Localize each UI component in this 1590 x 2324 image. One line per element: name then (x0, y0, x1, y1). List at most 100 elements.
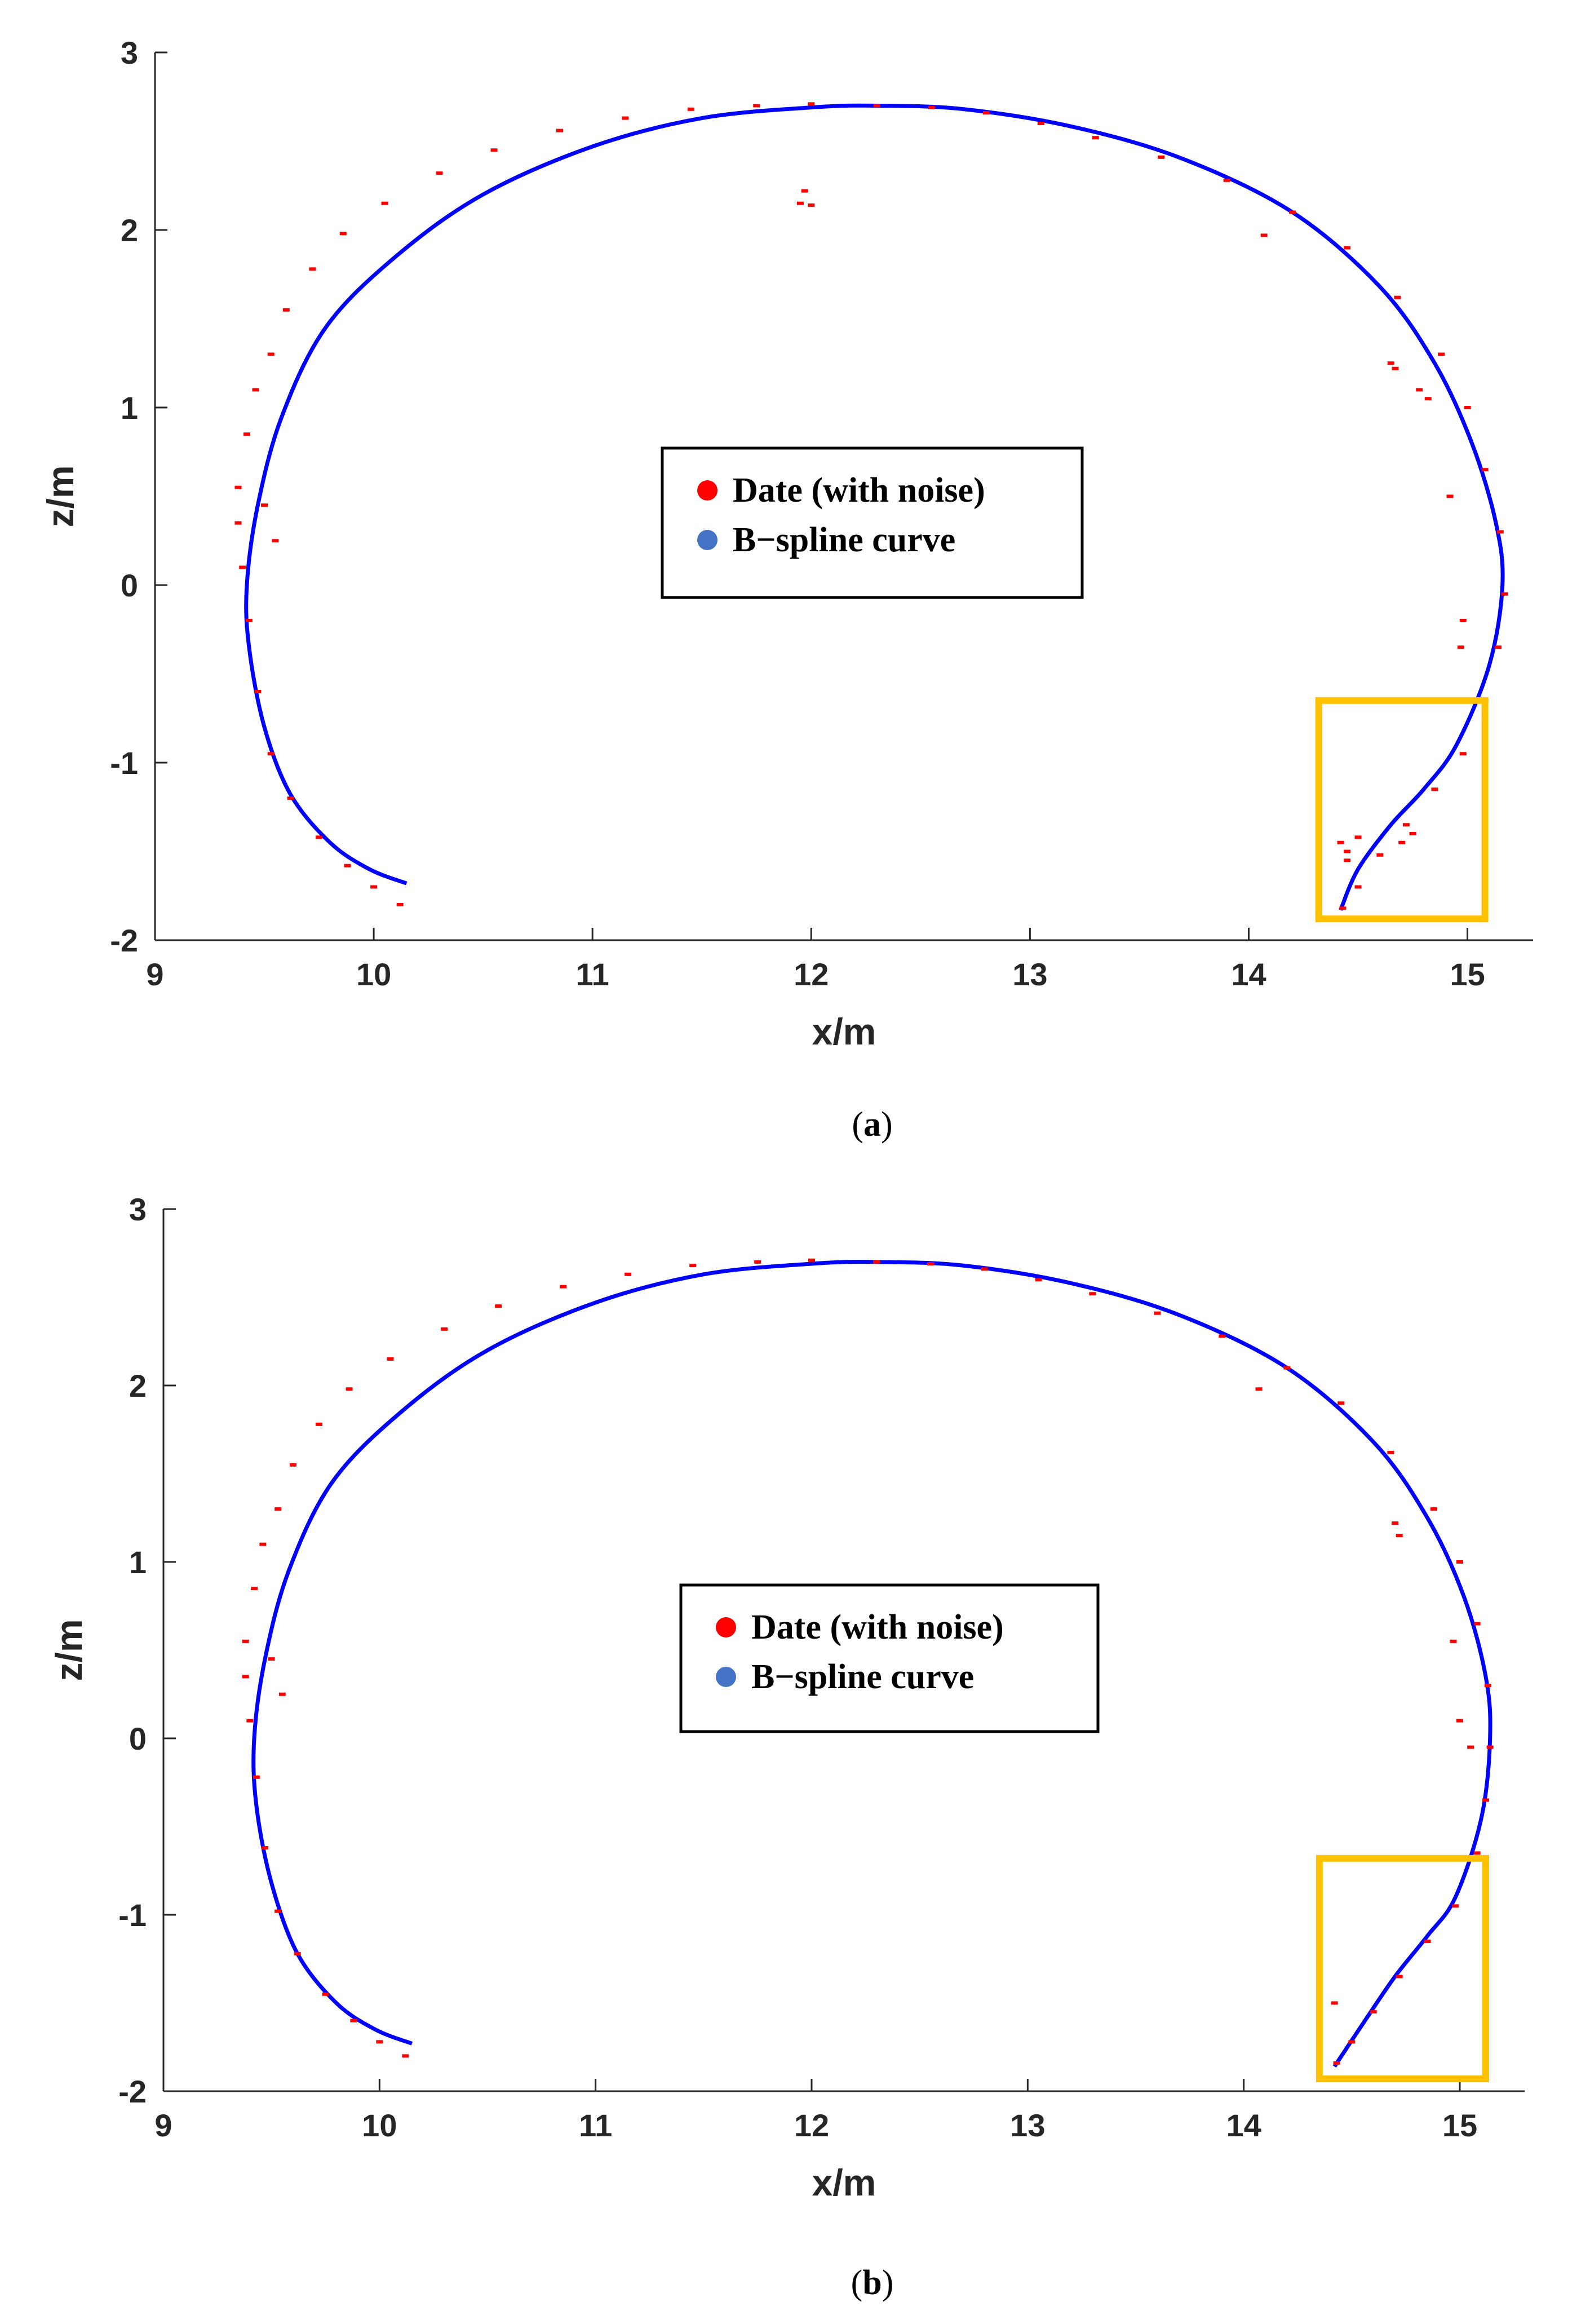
noise-data-point (1452, 1904, 1459, 1908)
legend-noise-marker (716, 1617, 736, 1637)
noise-data-point (1344, 858, 1351, 862)
noise-data-point (1398, 840, 1406, 844)
noise-data-point (1409, 832, 1416, 835)
y-tick-label: 0 (121, 568, 138, 603)
noise-data-point (1035, 1278, 1042, 1282)
panel-caption: (a) (852, 1105, 892, 1144)
noise-data-point (490, 148, 498, 152)
x-axis-label: x/m (812, 2162, 876, 2203)
noise-data-point (234, 521, 242, 525)
x-tick-label: 13 (1010, 2108, 1045, 2143)
noise-data-point (1456, 1719, 1463, 1723)
highlight-box (1316, 1854, 1489, 2083)
noise-data-point (1339, 906, 1347, 910)
noise-data-point (1089, 1292, 1096, 1296)
legend-spline-marker (716, 1667, 736, 1687)
noise-data-point (316, 1422, 322, 1426)
noise-data-point (1333, 2061, 1340, 2065)
y-tick-label: -1 (118, 1897, 147, 1933)
noise-data-point (1387, 361, 1394, 365)
noise-data-point (928, 105, 935, 109)
noise-data-point (1402, 823, 1410, 827)
noise-data-point (346, 1387, 353, 1391)
y-tick-label: 2 (129, 1368, 147, 1404)
noise-data-point (687, 107, 694, 111)
noise-data-point (1344, 849, 1351, 853)
noise-data-point (381, 201, 388, 205)
noise-data-point (1459, 619, 1467, 622)
noise-data-point (622, 116, 629, 120)
noise-data-point (294, 1951, 301, 1955)
noise-data-point (282, 308, 290, 312)
noise-data-point (1394, 295, 1401, 299)
x-tick-label: 9 (154, 2108, 172, 2143)
noise-data-point (1289, 210, 1296, 214)
noise-data-point (689, 1264, 697, 1268)
noise-data-point (242, 1675, 249, 1679)
noise-data-point (1037, 122, 1044, 125)
noise-data-point (1354, 885, 1362, 889)
x-tick-label: 10 (356, 957, 391, 992)
noise-data-point (556, 129, 563, 132)
noise-data-point (873, 104, 880, 108)
x-tick-label: 14 (1226, 2108, 1261, 2143)
noise-data-point (268, 1657, 275, 1661)
legend-entry-label: B−spline curve (751, 1658, 974, 1696)
noise-data-point (625, 1272, 632, 1276)
noise-data-point (322, 1992, 329, 1996)
y-axis-label: z/m (39, 465, 81, 527)
noise-data-point (873, 1260, 880, 1264)
noise-data-point (754, 1260, 761, 1264)
noise-data-point (1337, 1401, 1345, 1405)
noise-data-point (1486, 1745, 1494, 1749)
x-tick-label: 11 (579, 2108, 612, 2143)
noise-data-point (753, 104, 760, 108)
noise-data-point (1450, 1639, 1457, 1643)
noise-data-point (370, 885, 378, 889)
noise-data-point (1482, 1798, 1489, 1802)
noise-data-point (1370, 2010, 1377, 2014)
noise-data-point (1392, 366, 1399, 370)
y-axis-label: z/m (48, 1619, 90, 1681)
noise-data-point (1396, 1975, 1403, 1978)
noise-data-point (1158, 155, 1165, 159)
noise-data-point (245, 619, 253, 622)
noise-data-point (1283, 1366, 1291, 1370)
noise-data-point (254, 690, 262, 693)
highlight-box (1315, 697, 1489, 923)
noise-data-point (278, 1692, 286, 1696)
x-tick-label: 14 (1231, 957, 1266, 992)
noise-data-point (243, 432, 250, 436)
noise-data-point (436, 171, 443, 175)
legend-spline-marker (697, 530, 718, 550)
noise-data-point (242, 1639, 249, 1643)
noise-data-point (1392, 1521, 1398, 1525)
noise-data-point (396, 903, 404, 906)
noise-data-point (1348, 2040, 1356, 2044)
noise-data-point (1344, 246, 1351, 250)
noise-data-point (1260, 233, 1268, 237)
y-tick-label: 1 (129, 1544, 147, 1580)
noise-data-point (253, 1775, 260, 1779)
noise-data-point (290, 1463, 296, 1467)
noise-data-point (344, 864, 351, 867)
noise-data-point (402, 2054, 409, 2058)
noise-data-point (560, 1285, 567, 1289)
noise-data-point (1467, 1745, 1474, 1749)
legend-entry-label: Date (with noise) (733, 471, 985, 510)
noise-data-point (1376, 853, 1384, 857)
noise-data-point (927, 1262, 934, 1266)
y-tick-label: 1 (121, 390, 138, 426)
noise-data-point (982, 111, 990, 115)
noise-data-point (1457, 645, 1464, 649)
noise-data-point (1438, 352, 1445, 356)
noise-data-point (1456, 1560, 1463, 1564)
noise-data-point (808, 102, 815, 106)
noise-data-point (1473, 1622, 1481, 1626)
noise-data-point (441, 1327, 448, 1331)
noise-data-point (1484, 1684, 1491, 1688)
x-tick-label: 15 (1450, 957, 1485, 992)
noise-data-point (1223, 178, 1230, 182)
x-tick-label: 15 (1442, 2108, 1477, 2143)
